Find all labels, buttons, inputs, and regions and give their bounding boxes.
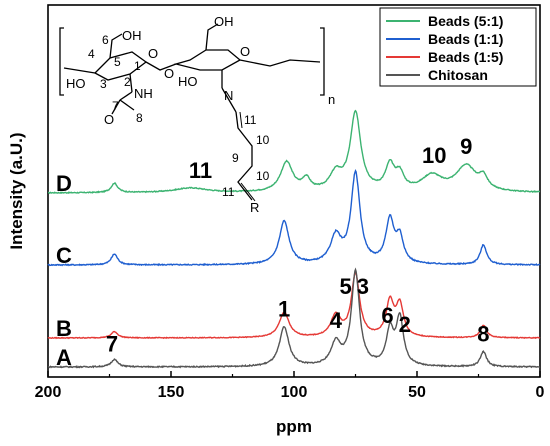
- structure-labels: OH HO NH O O O O OH HO N R n 1 2 3 4 5 6…: [66, 14, 335, 215]
- peak-label: 6: [381, 303, 393, 328]
- structure-num-10b: 10: [256, 169, 270, 183]
- y-axis-title: Intensity (a.U.): [7, 132, 26, 249]
- x-tick-label: 150: [158, 384, 185, 401]
- structure-n-atom: N: [224, 88, 233, 103]
- structure-group-o-ring2: O: [240, 44, 250, 59]
- legend-entry-label: Chitosan: [428, 67, 488, 83]
- spectrum-line-B: [47, 270, 541, 340]
- peak-label: 11: [189, 158, 212, 183]
- legend-entry-label: Beads (1:1): [428, 31, 503, 47]
- peak-label: 1: [278, 297, 290, 322]
- trace-label-A: A: [56, 345, 72, 370]
- structure-num-11a: 11: [244, 113, 257, 127]
- spectrum-line-D: [48, 109, 541, 195]
- peak-labels: 7 1 4 5 36 2 8 11 10 9: [106, 134, 490, 356]
- x-tick-label: 0: [536, 384, 545, 401]
- structure-num-1: 1: [134, 59, 141, 73]
- structure-n-label: n: [328, 92, 335, 107]
- structure-num-10a: 10: [256, 133, 270, 147]
- trace-labels: D C BA: [56, 171, 72, 370]
- structure-num-8: 8: [136, 111, 143, 125]
- x-axis-ticks: 200 150 100 50 0: [35, 371, 545, 401]
- structure-r-group: R: [250, 200, 259, 215]
- structure-num-3: 3: [100, 77, 107, 91]
- structure-group-oh-2: OH: [214, 14, 234, 29]
- structure-group-o-ring1: O: [148, 46, 158, 61]
- spectrum-line-A: [47, 267, 541, 369]
- trace-label-D: D: [56, 171, 72, 196]
- peak-label: 4: [330, 308, 343, 333]
- peak-label: 10: [422, 143, 446, 168]
- structure-group-o-carbonyl: O: [104, 112, 114, 127]
- spectrum-line-C: [47, 169, 541, 267]
- spectra-traces: [47, 109, 541, 369]
- x-axis-title: ppm: [276, 417, 312, 436]
- structure-num-2: 2: [124, 75, 131, 89]
- x-tick-label: 50: [408, 384, 426, 401]
- x-tick-label: 100: [281, 384, 308, 401]
- legend: Beads (5:1) Beads (1:1) Beads (1:5) Chitosa…: [379, 7, 537, 87]
- x-tick-label: 200: [35, 384, 62, 401]
- structure-num-5: 5: [114, 55, 121, 69]
- peak-label: 7: [106, 331, 118, 356]
- peak-label: 2: [399, 312, 411, 337]
- structure-num-6: 6: [102, 33, 109, 47]
- trace-label-B: B: [56, 316, 72, 341]
- structure-num-9: 9: [232, 151, 239, 165]
- peak-label: 8: [477, 322, 489, 347]
- chemical-structure: [59, 23, 325, 202]
- structure-num-4: 4: [88, 47, 95, 61]
- peak-label: 9: [460, 134, 472, 159]
- structure-group-o-link: O: [164, 66, 174, 81]
- structure-group-oh-1: OH: [122, 28, 142, 43]
- structure-group-ho-1: HO: [66, 76, 86, 91]
- trace-label-C: C: [56, 243, 72, 268]
- legend-entry-label: Beads (1:5): [428, 49, 503, 65]
- structure-num-11b: 11: [222, 185, 235, 199]
- structure-group-ho-2: HO: [178, 74, 198, 89]
- peak-label: 5: [340, 274, 352, 299]
- structure-group-nh: NH: [134, 86, 153, 101]
- legend-entry-label: Beads (5:1): [428, 13, 503, 29]
- peak-label: 3: [357, 274, 369, 299]
- structure-num-7: 7: [112, 99, 119, 113]
